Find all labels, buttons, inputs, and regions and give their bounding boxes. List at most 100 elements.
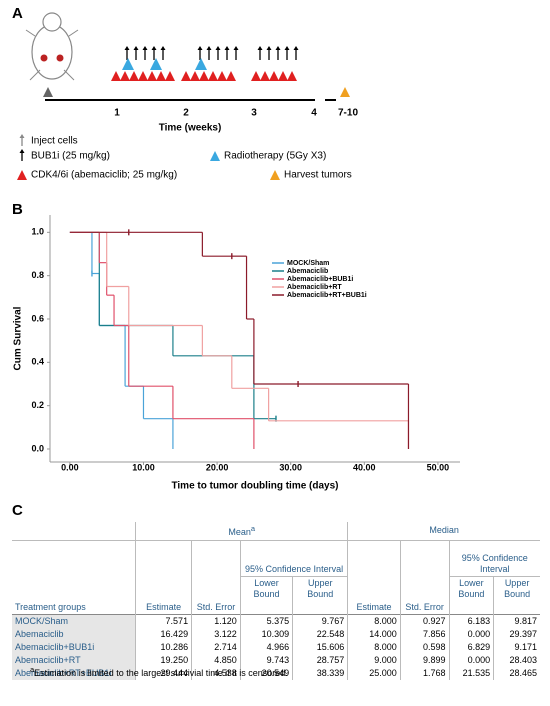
table-row: MOCK/Sham 7.571 1.120 5.375 9.767 8.000 0.927 6… (12, 613, 540, 628)
y-tick-label: 1.0 (31, 227, 44, 237)
table-cell: 6.183 (448, 613, 494, 628)
table-cell: 28.757 (292, 653, 348, 667)
timeline-tick-label: 3 (251, 108, 257, 119)
table-cell: 20.549 (239, 666, 293, 680)
table-cell: 28.403 (493, 653, 540, 667)
table-cell: Abemaciclib+RT+BUB1i (12, 666, 136, 680)
table-row: Lower Bound Upper Bound Lower Bound Upper B… (12, 576, 540, 601)
triangle-icon (251, 71, 261, 81)
table-row: Abemaciclib 16.429 3.122 10.309 22.548 14.000… (12, 627, 540, 641)
triangle-icon (195, 58, 207, 70)
table-cell: Estimate (347, 600, 401, 614)
table-cell: 0.000 (448, 653, 494, 667)
table-cell: 5.375 (239, 613, 293, 628)
table-cell: Treatment groups (15, 601, 86, 612)
x-axis-label: Time to tumor doubling time (days) (171, 481, 338, 492)
footnote-marker: a (30, 665, 35, 674)
table-cell: Upper Bound (292, 576, 348, 601)
table-cell: 95% Confidence Interval (239, 540, 348, 577)
table-cell: 9.817 (493, 613, 540, 628)
arrow-head (19, 149, 25, 153)
table-row: Abemaciclib+BUB1i 10.286 2.714 4.966 15.606 8… (12, 640, 540, 654)
table-cell: Std. Error (191, 600, 241, 614)
table-cell (12, 522, 136, 541)
table-row: Meana Median (12, 522, 540, 541)
table-cell: 29.397 (493, 627, 540, 641)
table-cell: 10.309 (239, 627, 293, 641)
table-cell (191, 540, 241, 601)
table-cell (292, 600, 348, 614)
arrow-head (206, 46, 212, 50)
x-tick-label: 0.00 (61, 462, 79, 472)
triangle-icon (156, 71, 166, 81)
table-row: 95% Confidence Interval 95% Confidence In… (12, 540, 540, 601)
table-cell: Std. Error (399, 600, 450, 614)
table-cell: 4.538 (191, 666, 241, 680)
table-cell: 25.000 (347, 666, 401, 680)
table-cell: 9.899 (399, 653, 450, 667)
x-tick-label: 50.00 (427, 462, 450, 472)
legend-label: Harvest tumors (284, 170, 352, 181)
timeline-tick-label: 1 (114, 108, 120, 119)
table-cell: 9.000 (347, 653, 401, 667)
table-cell: 7.856 (399, 627, 450, 641)
note-marker: a (250, 524, 256, 534)
y-tick-label: 0.4 (31, 357, 44, 367)
table-cell: Estimate (135, 600, 192, 614)
triangle-icon (217, 71, 227, 81)
table-cell: 16.429 (135, 627, 192, 641)
table-cell: 3.122 (191, 627, 241, 641)
arrow-head (215, 46, 221, 50)
arrow-head (284, 46, 290, 50)
arrow-head (197, 46, 203, 50)
x-tick-label: 40.00 (353, 462, 376, 472)
legend-label: Abemaciclib+RT+BUB1i (287, 292, 367, 299)
table-cell (399, 540, 450, 601)
table-cell (493, 600, 540, 614)
table-cell: MOCK/Sham (12, 613, 136, 628)
triangle-icon (340, 87, 350, 97)
group-header: Mean (228, 527, 251, 538)
timeline-axis-label: Time (weeks) (159, 123, 222, 134)
table-cell: Abemaciclib (12, 627, 136, 641)
arrow-head (124, 46, 130, 50)
table-cell: Upper Bound (493, 576, 540, 601)
triangle-icon (208, 71, 218, 81)
triangle-icon (111, 71, 121, 81)
arrow-head (160, 46, 166, 50)
panel-label: A (12, 5, 23, 22)
y-tick-label: 0.2 (31, 400, 44, 410)
table-cell (448, 600, 494, 614)
table-cell: 4.966 (239, 640, 293, 654)
table-cell: Meana (135, 522, 348, 541)
table-row: Treatment groups Estimate Std. Error Estima… (12, 600, 540, 614)
timeline-tick-label: 2 (183, 108, 189, 119)
triangle-icon (138, 71, 148, 81)
table-cell: 9.743 (239, 653, 293, 667)
arrow-head (266, 46, 272, 50)
x-tick-label: 10.00 (132, 462, 155, 472)
table-cell (12, 540, 136, 601)
footnote: aEstimation is limited to the largest su… (30, 665, 288, 678)
legend-label: CDK4/6i (abemaciclib; 25 mg/kg) (31, 170, 177, 181)
table-cell: 14.000 (347, 627, 401, 641)
y-tick-label: 0.6 (31, 313, 44, 323)
triangle-icon (269, 71, 279, 81)
survival-table: Meana Median 95% Confidence Interval 95% Co… (12, 522, 540, 680)
table-cell (347, 540, 401, 601)
triangle-icon (260, 71, 270, 81)
table-cell: 6.829 (448, 640, 494, 654)
table-cell: 7.571 (135, 613, 192, 628)
y-tick-label: 0.0 (31, 443, 44, 453)
panel-label: B (12, 201, 23, 218)
timeline-tick-label: 7-10 (338, 108, 358, 119)
table-cell (239, 600, 293, 614)
table-cell: 0.927 (399, 613, 450, 628)
triangle-icon (120, 71, 130, 81)
table-cell: 0.000 (448, 627, 494, 641)
triangle-icon (165, 71, 175, 81)
x-tick-label: 20.00 (206, 462, 229, 472)
arrow-head (257, 46, 263, 50)
timeline-tick-label: 4 (311, 108, 317, 119)
triangle-icon (270, 170, 280, 180)
